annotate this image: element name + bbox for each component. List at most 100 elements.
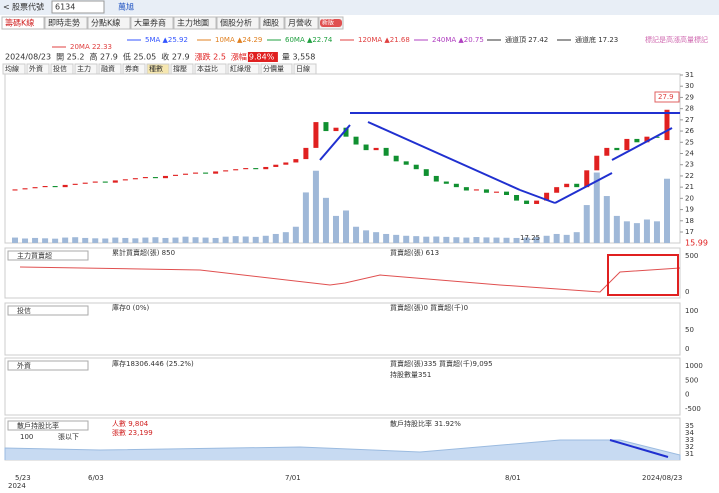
panel-text: 庫存0 (0%)	[112, 303, 150, 312]
cum-line	[19, 266, 681, 293]
back[interactable]: <	[3, 3, 10, 12]
candle	[453, 183, 459, 188]
y-tick-label: 31	[685, 71, 694, 79]
volume-bar	[262, 235, 269, 243]
candle	[293, 159, 299, 163]
y-tick-label: 30	[685, 82, 694, 90]
tab-label: 籌碼K線	[5, 18, 34, 28]
tab[interactable]	[130, 16, 174, 30]
panel-title: 散戶持股比率	[17, 421, 59, 430]
quote: 2024/08/23	[5, 53, 51, 62]
candle	[383, 147, 389, 156]
candle	[654, 136, 660, 138]
candle	[102, 181, 108, 183]
panel-select[interactable]	[7, 420, 89, 431]
volume-bar	[102, 238, 109, 243]
volume-bar	[553, 233, 560, 243]
panel-text: 張以下	[58, 433, 79, 441]
volume-bar	[122, 237, 129, 243]
candle	[594, 155, 600, 171]
tab-label: 個股分析	[220, 18, 252, 28]
top-bar	[0, 0, 719, 15]
volume-bar	[162, 237, 169, 243]
volume-bar	[353, 226, 360, 243]
volume-bar	[332, 215, 339, 243]
panel-text: 買賣超(張) 613	[390, 248, 439, 257]
panel-title: 投信	[17, 306, 31, 315]
candle	[664, 109, 670, 141]
tab[interactable]	[284, 16, 319, 30]
tab[interactable]	[173, 16, 217, 30]
candle	[112, 180, 118, 183]
tab[interactable]	[216, 16, 260, 30]
y-tick-label: 19	[685, 206, 694, 214]
candle	[142, 177, 148, 179]
panel-text: 人數 9,804	[112, 419, 149, 428]
volume-bar	[583, 205, 590, 243]
tab[interactable]	[44, 16, 88, 30]
panel	[4, 357, 681, 416]
candle	[12, 189, 18, 191]
candle	[393, 155, 399, 162]
tab-label: 月營收	[288, 18, 312, 28]
tool-label: 分價量	[263, 64, 284, 73]
panel-tick: 0	[685, 391, 689, 399]
candle	[403, 161, 409, 165]
candle	[463, 187, 469, 191]
volume-bar	[633, 223, 640, 243]
volume-bar	[52, 238, 59, 243]
tool-label: 均線	[5, 64, 19, 73]
volume-bar	[643, 219, 650, 243]
ma-legend: 240MA ▲20.75	[432, 36, 484, 44]
panel-tick: 34	[685, 429, 694, 437]
tab-label: 新版	[322, 19, 334, 27]
volume-bar	[603, 196, 610, 243]
y-tick-label: 17	[685, 228, 694, 236]
tool-label: 投信	[53, 64, 67, 73]
y-tick-label: 25	[685, 138, 694, 146]
candle	[122, 179, 128, 181]
volume-bar	[433, 236, 440, 243]
panel-text: 庫存18306.446 (25.2%)	[112, 359, 194, 368]
code-input[interactable]	[51, 0, 105, 14]
panel-select[interactable]	[7, 305, 89, 316]
tab[interactable]	[1, 16, 45, 30]
candle	[473, 189, 479, 191]
candle	[604, 147, 610, 156]
volume-bar	[272, 233, 279, 243]
panel-tick: 1000	[685, 362, 703, 370]
panel-select[interactable]	[7, 250, 89, 261]
panel-text: 散戶持股比率 31.92%	[390, 419, 461, 428]
volume-bar	[152, 237, 159, 243]
tab-label: 細股	[263, 18, 279, 28]
volume-bar	[533, 237, 540, 243]
tab[interactable]	[87, 16, 131, 30]
candle	[554, 187, 560, 193]
x-label: 6/03	[88, 474, 104, 482]
candle	[534, 200, 540, 204]
candle	[32, 187, 38, 189]
candle	[343, 127, 349, 137]
trend-line	[554, 172, 613, 204]
panel-text: 持股數量351	[390, 370, 431, 379]
volume-bar	[232, 236, 239, 243]
ma-legend: 60MA ▲22.74	[285, 36, 333, 44]
candle	[283, 162, 289, 165]
panel	[4, 302, 681, 356]
candle	[373, 147, 379, 151]
panel-tick: 32	[685, 443, 694, 451]
candle	[132, 178, 138, 180]
candle	[183, 173, 189, 175]
volume-bar	[563, 234, 570, 243]
candle	[62, 184, 68, 188]
panel-tick: 100	[685, 307, 698, 315]
volume-bar	[322, 197, 329, 243]
candle	[524, 200, 530, 204]
volume-bar	[363, 230, 370, 243]
code: 6134	[55, 3, 75, 12]
volume-bar	[343, 210, 350, 243]
volume-bar	[132, 238, 139, 243]
panel-select[interactable]	[7, 360, 89, 371]
tab[interactable]	[259, 16, 285, 30]
